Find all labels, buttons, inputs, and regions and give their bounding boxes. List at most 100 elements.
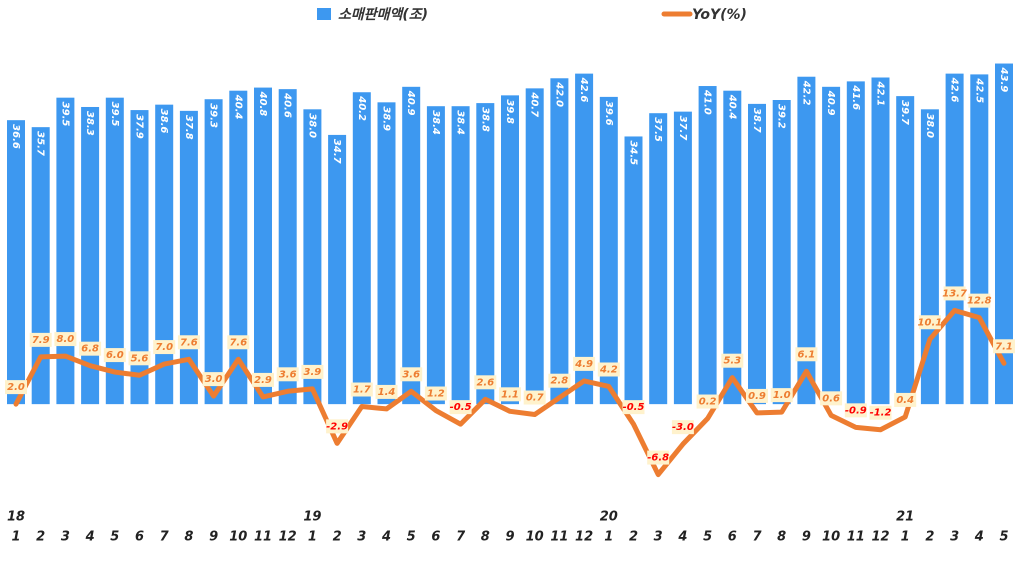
bar [402, 86, 421, 405]
bar-value-label: 40.4 [232, 94, 243, 120]
bar-value-label: 39.3 [208, 103, 219, 128]
bar-value-label: 38.4 [455, 110, 466, 135]
line-value-label: 4.2 [599, 364, 618, 375]
line-value-label: -6.8 [647, 453, 669, 464]
line-value-label: 1.4 [378, 387, 396, 398]
bar [748, 103, 766, 405]
x-tick-label: 6 [135, 530, 144, 545]
line-value-label: 13.7 [942, 288, 967, 299]
labels: 36.6 35.7 39.5 38.3 39.5 37.9 38.6 37.8 39.3 40.4… [5, 67, 1015, 465]
line-value-label: 1.2 [427, 389, 445, 400]
label-box [202, 372, 225, 387]
bar [550, 78, 569, 405]
line-value-label: 6.0 [106, 350, 124, 361]
label-box [918, 315, 941, 330]
legend-label: 소매판매액(조) [338, 7, 428, 23]
bar-value-label: 37.8 [183, 115, 194, 140]
x-tick-label: 10 [526, 530, 544, 545]
line-value-label: 7.6 [229, 337, 247, 348]
bar [328, 134, 347, 405]
x-tick-label: 5 [407, 530, 416, 545]
bar [179, 110, 198, 405]
x-tick-label: 7 [752, 530, 762, 545]
bar [575, 73, 594, 405]
label-box [5, 380, 27, 395]
bar-value-label: 39.8 [504, 99, 515, 124]
label-box [622, 400, 645, 415]
line-value-label: 5.6 [131, 353, 149, 364]
bar-value-label: 42.5 [973, 77, 984, 103]
label-box [820, 391, 843, 406]
label-box [54, 332, 77, 347]
x-tick-label: 3 [654, 530, 663, 545]
bar [377, 102, 396, 405]
x-tick-label: 4 [85, 530, 95, 545]
line-value-label: 0.2 [699, 397, 717, 408]
x-tick-label: 2 [925, 530, 934, 545]
bar [501, 95, 519, 405]
bar [130, 110, 149, 405]
x-tick-label: 4 [381, 530, 391, 545]
bar-value-label: 38.8 [479, 107, 490, 132]
bar [673, 111, 692, 405]
bar-value-label: 42.1 [875, 81, 886, 107]
bar-value-label: 38.7 [751, 108, 762, 133]
bar [303, 109, 322, 405]
label-box [153, 340, 176, 355]
label-box [795, 347, 818, 362]
line-value-label: -0.5 [623, 402, 645, 413]
bar [7, 120, 25, 405]
bar-value-label: 42.6 [949, 77, 960, 103]
line-value-label: 7.0 [155, 342, 173, 353]
bar [278, 89, 297, 405]
bar [772, 100, 791, 405]
label-box [746, 388, 768, 403]
bar-value-label: 42.6 [578, 77, 589, 103]
x-tick-label: 6 [431, 530, 440, 545]
label-box [721, 353, 744, 368]
label-box [301, 364, 324, 379]
x-tick-label: 7 [160, 530, 170, 545]
bar-value-label: 40.2 [356, 95, 367, 121]
line-value-label: -0.9 [845, 405, 867, 416]
label-box [474, 375, 497, 390]
x-tick-label: 12 [871, 530, 889, 545]
line-value-label: 0.6 [822, 393, 840, 404]
legend-swatch [317, 8, 331, 20]
bar [105, 97, 124, 405]
x-tick-label: 5 [999, 530, 1008, 545]
x-year-label: 18 [7, 510, 25, 525]
bar-value-label: 37.7 [677, 116, 688, 141]
x-tick-label: 8 [777, 530, 786, 545]
line-value-label: 7.1 [995, 341, 1013, 352]
label-box [424, 386, 447, 401]
line-value-label: 1.7 [353, 385, 371, 396]
bar [995, 63, 1013, 405]
x-tick-label: 4 [677, 530, 687, 545]
label-box [573, 356, 596, 371]
x-tick-label: 2 [333, 530, 342, 545]
line-value-label: 7.9 [32, 335, 50, 346]
line-value-label: 10.1 [918, 317, 943, 328]
bar-value-label: 40.6 [282, 92, 293, 118]
bar-value-label: 39.5 [109, 102, 120, 127]
line-value-label: 3.9 [304, 367, 322, 378]
bar-value-label: 43.9 [998, 67, 1009, 93]
label-box [128, 351, 151, 366]
bar-value-label: 40.9 [405, 90, 416, 116]
bar [896, 96, 915, 405]
x-tick-label: 12 [279, 530, 297, 545]
label-box [548, 373, 571, 388]
bar-value-label: 35.7 [35, 131, 46, 156]
bar-value-label: 39.2 [776, 104, 787, 129]
bar-value-label: 40.4 [726, 94, 737, 120]
line-value-label: 7.6 [180, 337, 198, 348]
x-tick-label: 9 [209, 530, 218, 545]
bar-value-label: 36.6 [10, 124, 21, 149]
label-box [770, 388, 793, 403]
x-year-label: 20 [600, 510, 618, 525]
line-value-label: 8.0 [57, 334, 75, 345]
x-tick-label: 5 [703, 530, 712, 545]
bar-value-label: 42.2 [800, 80, 811, 106]
bar-value-label: 38.4 [430, 110, 441, 135]
